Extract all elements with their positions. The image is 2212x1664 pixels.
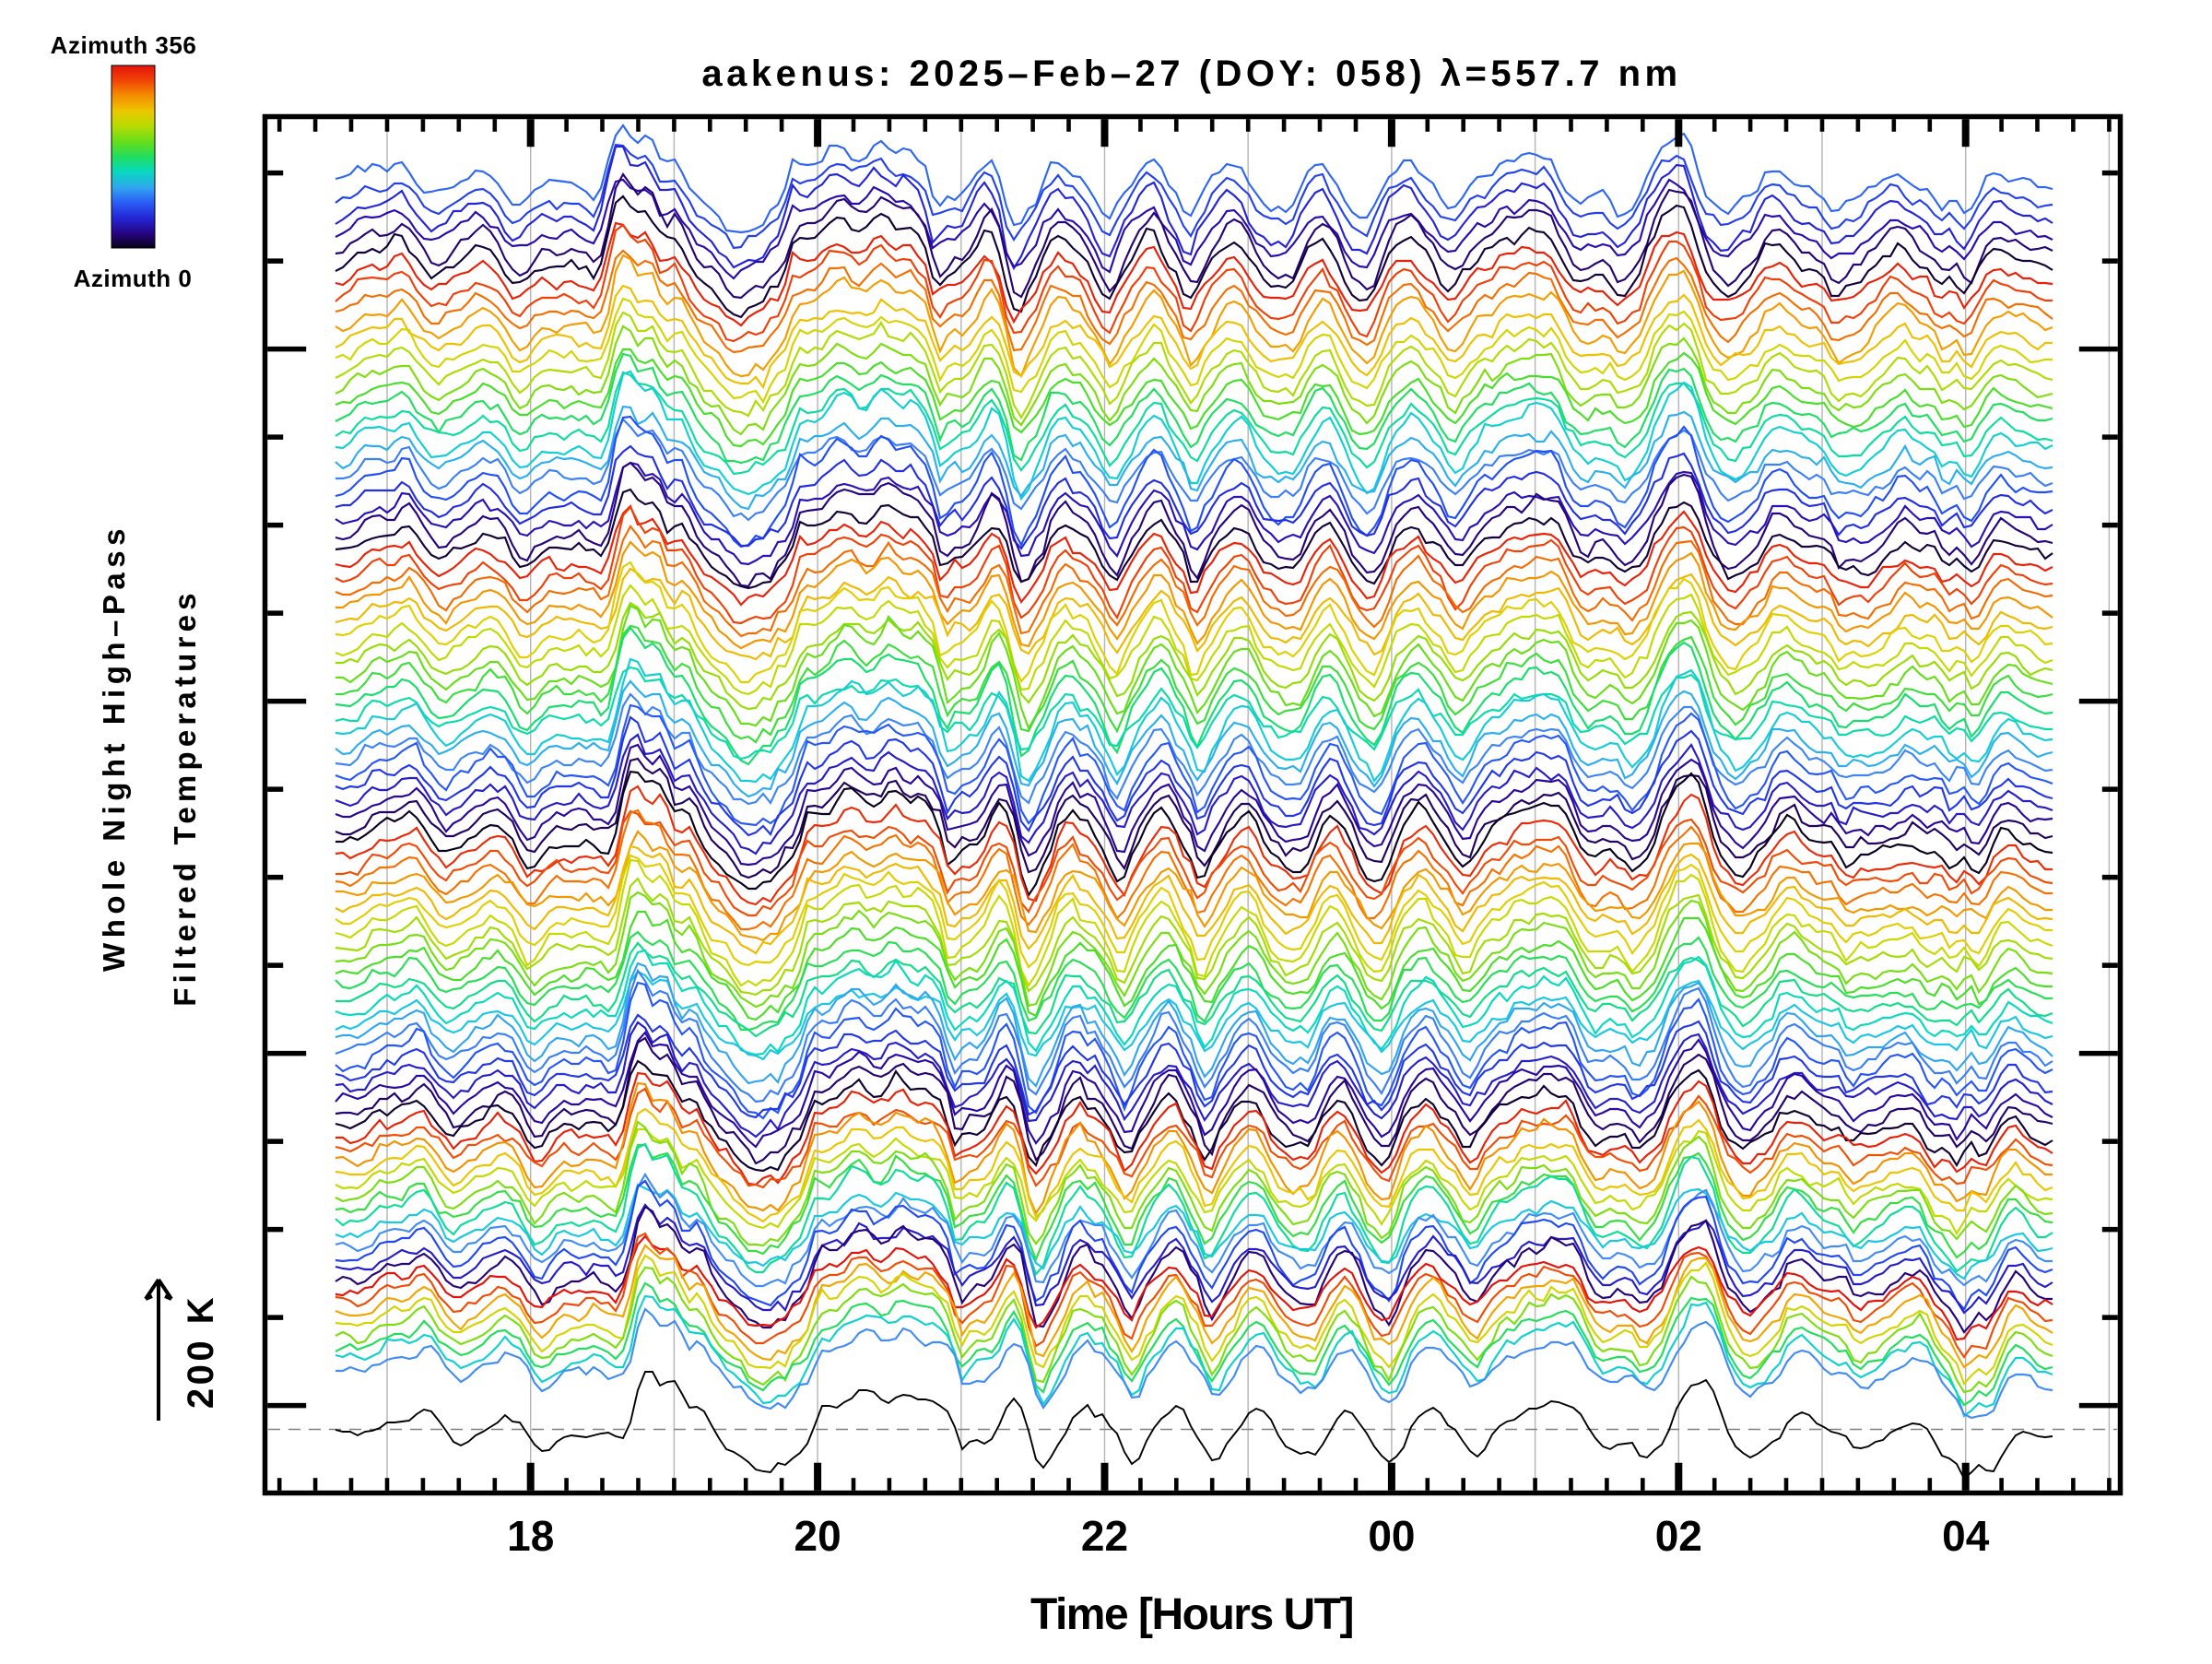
svg-text:20: 20 xyxy=(794,1512,841,1560)
svg-text:22: 22 xyxy=(1081,1512,1128,1560)
svg-text:200 K: 200 K xyxy=(181,1294,221,1409)
svg-text:18: 18 xyxy=(507,1512,554,1560)
svg-text:Whole Night High–Pass: Whole Night High–Pass xyxy=(97,524,131,972)
svg-text:Azimuth 0: Azimuth 0 xyxy=(74,265,193,292)
svg-text:00: 00 xyxy=(1368,1512,1415,1560)
svg-text:aakenus: 2025–Feb–27 (DOY: 058: aakenus: 2025–Feb–27 (DOY: 058) λ=557.7 … xyxy=(701,53,1681,94)
svg-text:Time [Hours UT]: Time [Hours UT] xyxy=(1030,1590,1353,1639)
svg-text:04: 04 xyxy=(1942,1512,1990,1560)
svg-text:Azimuth 356: Azimuth 356 xyxy=(51,31,197,59)
svg-text:02: 02 xyxy=(1655,1512,1702,1560)
svg-text:Filtered Temperatures: Filtered Temperatures xyxy=(168,588,202,1006)
